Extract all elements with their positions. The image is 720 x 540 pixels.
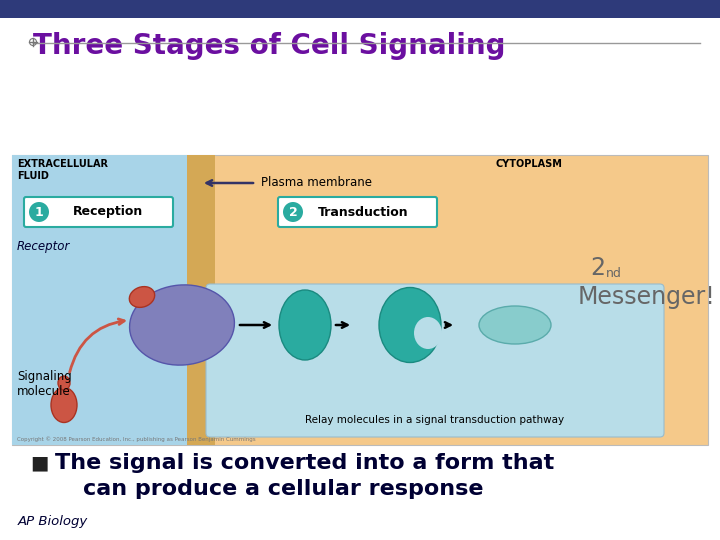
Text: Signaling
molecule: Signaling molecule — [17, 370, 72, 398]
Circle shape — [283, 202, 303, 222]
Text: 1: 1 — [35, 206, 43, 219]
FancyBboxPatch shape — [24, 197, 173, 227]
Text: The signal is converted into a form that: The signal is converted into a form that — [55, 453, 554, 473]
Bar — [12, 155, 708, 445]
FancyBboxPatch shape — [278, 197, 437, 227]
Text: Receptor: Receptor — [17, 240, 71, 253]
Ellipse shape — [130, 287, 155, 307]
Bar — [12, 155, 187, 445]
Ellipse shape — [58, 376, 70, 390]
Text: Three Stages of Cell Signaling: Three Stages of Cell Signaling — [33, 32, 505, 60]
Text: 2: 2 — [289, 206, 297, 219]
Polygon shape — [187, 155, 215, 445]
Text: can produce a cellular response: can produce a cellular response — [83, 479, 484, 499]
Text: ■: ■ — [30, 453, 48, 472]
Text: Messenger!: Messenger! — [578, 285, 716, 309]
Text: Plasma membrane: Plasma membrane — [261, 177, 372, 190]
Ellipse shape — [130, 285, 235, 365]
FancyBboxPatch shape — [206, 284, 664, 437]
Text: Copyright © 2008 Pearson Education, Inc., publishing as Pearson Benjamin Cumming: Copyright © 2008 Pearson Education, Inc.… — [17, 436, 256, 442]
Text: Reception: Reception — [73, 206, 143, 219]
Ellipse shape — [479, 306, 551, 344]
Bar — [0, 0, 720, 18]
Text: nd: nd — [606, 267, 622, 280]
Circle shape — [29, 202, 49, 222]
Text: Relay molecules in a signal transduction pathway: Relay molecules in a signal transduction… — [305, 415, 564, 425]
Text: EXTRACELLULAR
FLUID: EXTRACELLULAR FLUID — [17, 159, 108, 180]
Ellipse shape — [51, 388, 77, 422]
Text: AP Biology: AP Biology — [18, 515, 89, 528]
Text: CYTOPLASM: CYTOPLASM — [495, 159, 562, 169]
Ellipse shape — [379, 287, 441, 362]
Text: 2: 2 — [590, 256, 605, 280]
Ellipse shape — [279, 290, 331, 360]
Text: Transduction: Transduction — [318, 206, 408, 219]
Ellipse shape — [414, 317, 442, 349]
